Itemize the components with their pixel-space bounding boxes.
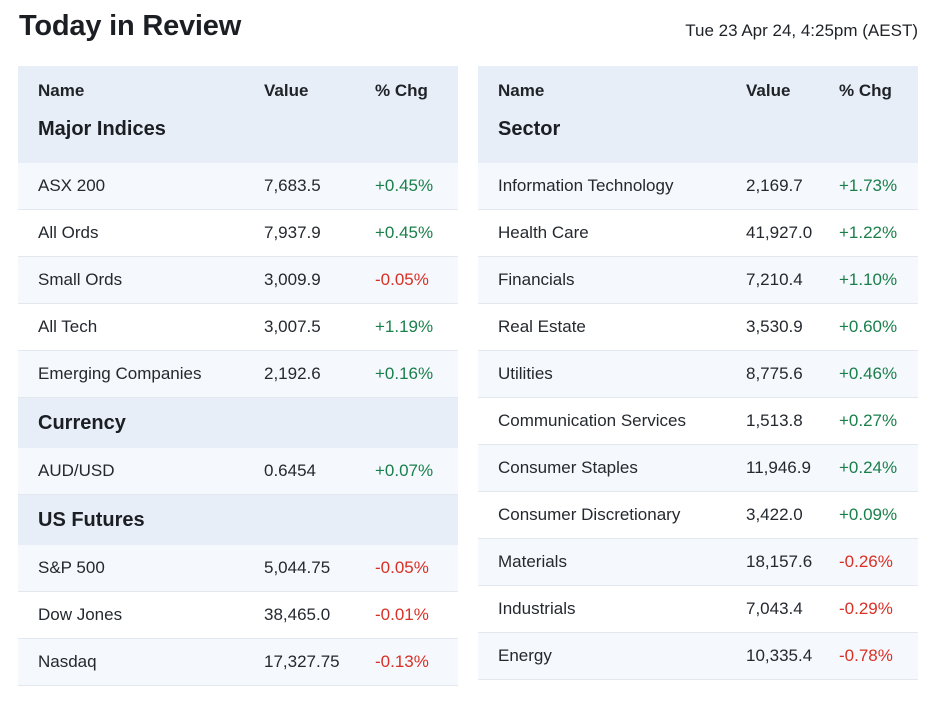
column-header-name[interactable]: Name	[498, 80, 545, 100]
row-value: 8,775.6	[746, 364, 803, 383]
row-change: +0.09%	[839, 505, 898, 524]
row-value: 3,009.9	[264, 270, 321, 289]
row-value: 41,927.0	[746, 223, 813, 242]
row-name[interactable]: AUD/USD	[38, 461, 115, 480]
row-name[interactable]: Energy	[498, 646, 552, 665]
row-name[interactable]: Information Technology	[498, 176, 674, 195]
table-row[interactable]: Emerging Companies 2,192.6 +0.16%	[18, 351, 458, 398]
table-row[interactable]: ASX 200 7,683.5 +0.45%	[18, 163, 458, 210]
row-value: 7,683.5	[264, 176, 321, 195]
row-value: 11,946.9	[746, 458, 811, 477]
row-value: 3,530.9	[746, 317, 803, 336]
row-change: +0.16%	[375, 364, 434, 383]
timestamp: Tue 23 Apr 24, 4:25pm (AEST)	[685, 21, 918, 40]
row-change: +0.24%	[839, 458, 898, 477]
row-value: 2,192.6	[264, 364, 321, 383]
row-name[interactable]: Utilities	[498, 364, 553, 383]
row-name[interactable]: Materials	[498, 552, 567, 571]
table-row[interactable]: Health Care 41,927.0 +1.22%	[478, 210, 918, 257]
row-name[interactable]: Health Care	[498, 223, 589, 242]
table-row[interactable]: Information Technology 2,169.7 +1.73%	[478, 163, 918, 210]
row-change: +1.73%	[839, 176, 898, 195]
table-row[interactable]: All Ords 7,937.9 +0.45%	[18, 210, 458, 257]
row-name[interactable]: Nasdaq	[38, 652, 97, 671]
row-value: 5,044.75	[264, 558, 331, 577]
column-header-chg[interactable]: % Chg	[375, 80, 428, 100]
section-header-sector: Sector	[478, 115, 918, 163]
row-change: -0.05%	[375, 270, 429, 289]
row-name[interactable]: Communication Services	[498, 411, 687, 430]
row-change: +0.27%	[839, 411, 898, 430]
row-value: 17,327.75	[264, 652, 340, 671]
row-change: -0.26%	[839, 552, 893, 571]
section-header-us-futures: US Futures	[18, 495, 458, 545]
table-row[interactable]: Small Ords 3,009.9 -0.05%	[18, 257, 458, 304]
table-row[interactable]: S&P 500 5,044.75 -0.05%	[18, 545, 458, 592]
row-change: +1.22%	[839, 223, 898, 242]
row-value: 7,043.4	[746, 599, 803, 618]
row-change: -0.01%	[375, 605, 429, 624]
row-name[interactable]: Real Estate	[498, 317, 586, 336]
table-row[interactable]: Financials 7,210.4 +1.10%	[478, 257, 918, 304]
table-row[interactable]: Consumer Staples 11,946.9 +0.24%	[478, 445, 918, 492]
row-change: -0.13%	[375, 652, 429, 671]
table-row[interactable]: All Tech 3,007.5 +1.19%	[18, 304, 458, 351]
row-name[interactable]: Financials	[498, 270, 575, 289]
page-title: Today in Review	[19, 10, 242, 42]
row-value: 38,465.0	[264, 605, 331, 624]
row-name[interactable]: Emerging Companies	[38, 364, 202, 383]
column-header-name[interactable]: Name	[38, 80, 85, 100]
row-value: 2,169.7	[746, 176, 803, 195]
table-row[interactable]: Consumer Discretionary 3,422.0 +0.09%	[478, 492, 918, 539]
table-header: Name Value % Chg	[478, 66, 918, 115]
table-row[interactable]: Energy 10,335.4 -0.78%	[478, 633, 918, 680]
row-value: 10,335.4	[746, 646, 813, 665]
row-value: 18,157.6	[746, 552, 813, 571]
row-name[interactable]: Dow Jones	[38, 605, 123, 624]
table-row[interactable]: Dow Jones 38,465.0 -0.01%	[18, 592, 458, 639]
row-change: +1.10%	[839, 270, 898, 289]
table-row[interactable]: AUD/USD 0.6454 +0.07%	[18, 448, 458, 495]
table-row[interactable]: Industrials 7,043.4 -0.29%	[478, 586, 918, 633]
table-row[interactable]: Materials 18,157.6 -0.26%	[478, 539, 918, 586]
row-name[interactable]: Consumer Staples	[498, 458, 638, 477]
row-change: -0.05%	[375, 558, 429, 577]
row-name[interactable]: ASX 200	[38, 176, 106, 195]
row-change: +0.60%	[839, 317, 898, 336]
column-header-value[interactable]: Value	[264, 80, 309, 100]
table-row[interactable]: Communication Services 1,513.8 +0.27%	[478, 398, 918, 445]
row-change: +0.46%	[839, 364, 898, 383]
row-name[interactable]: S&P 500	[38, 558, 105, 577]
table-row[interactable]: Nasdaq 17,327.75 -0.13%	[18, 639, 458, 686]
row-name[interactable]: Small Ords	[38, 270, 123, 289]
row-change: +0.45%	[375, 223, 434, 242]
row-change: +0.07%	[375, 461, 434, 480]
section-header-major-indices: Major Indices	[18, 115, 458, 163]
column-header-chg[interactable]: % Chg	[839, 80, 892, 100]
row-change: +0.45%	[375, 176, 434, 195]
row-name[interactable]: Industrials	[498, 599, 576, 618]
sectors-table: Name Value % Chg Sector Information Tech…	[478, 66, 918, 680]
table-row[interactable]: Real Estate 3,530.9 +0.60%	[478, 304, 918, 351]
row-value: 7,210.4	[746, 270, 803, 289]
row-change: -0.78%	[839, 646, 893, 665]
table-row[interactable]: Utilities 8,775.6 +0.46%	[478, 351, 918, 398]
row-name[interactable]: All Ords	[38, 223, 99, 242]
indices-table: Name Value % Chg Major Indices ASX 200 7…	[18, 66, 458, 686]
section-header-currency: Currency	[18, 398, 458, 448]
row-name[interactable]: All Tech	[38, 317, 98, 336]
column-header-value[interactable]: Value	[746, 80, 791, 100]
row-name[interactable]: Consumer Discretionary	[498, 505, 681, 524]
row-value: 3,007.5	[264, 317, 321, 336]
table-header: Name Value % Chg	[18, 66, 458, 115]
row-value: 7,937.9	[264, 223, 321, 242]
row-value: 3,422.0	[746, 505, 803, 524]
row-value: 0.6454	[264, 461, 316, 480]
row-change: -0.29%	[839, 599, 893, 618]
row-value: 1,513.8	[746, 411, 803, 430]
row-change: +1.19%	[375, 317, 434, 336]
